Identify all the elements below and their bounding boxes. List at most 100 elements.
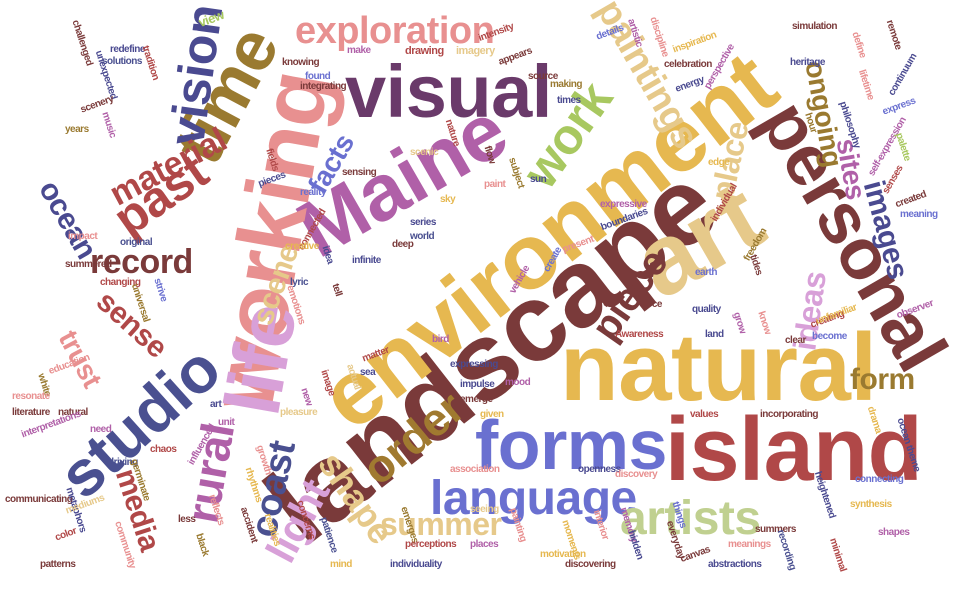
word-strive: strive [151, 276, 170, 303]
word-minimal: minimal [827, 536, 849, 573]
word-discovery: discovery [615, 469, 658, 480]
word-sky: sky [440, 194, 456, 205]
word-emerge: emerge [460, 394, 493, 405]
word-world: world [410, 231, 435, 242]
word-incorporating: incorporating [760, 409, 818, 420]
word-changing: changing [100, 277, 141, 288]
word-less: less [178, 514, 196, 525]
word-meaning: meaning [900, 209, 938, 220]
word-seeing: seeing [470, 504, 499, 515]
word-exploration: exploration [295, 10, 495, 52]
word-original: original [120, 237, 153, 248]
word-perceptions: perceptions [405, 539, 457, 550]
word-sea: sea [360, 367, 376, 378]
word-impact: impact [68, 231, 98, 242]
word-lyric: lyric [290, 277, 309, 288]
word-imagery: imagery [456, 45, 495, 57]
word-challenged: challenged [69, 18, 95, 68]
word-driving: driving [108, 457, 138, 468]
word-places: places [470, 539, 499, 550]
word-drawing: drawing [405, 45, 444, 57]
word-summered: summered [65, 259, 112, 270]
word-pleasure: pleasure [280, 407, 318, 418]
word-scenic: scenic [410, 147, 439, 158]
word-ocean: ocean [32, 175, 103, 265]
word-mind: mind [330, 559, 352, 570]
word-shapes: shapes [878, 527, 910, 538]
word-island: island [665, 400, 923, 500]
word-sun: sun [530, 174, 547, 185]
word-language: language [430, 472, 637, 525]
word-land: land [705, 329, 724, 340]
word-resonate: resonate [12, 391, 50, 402]
word-celebration: celebration [664, 59, 712, 70]
word-quality: quality [692, 304, 721, 315]
word-form: form [850, 363, 915, 396]
word-summer: summer [380, 506, 502, 542]
word-make: make [347, 45, 371, 56]
word-earth: earth [695, 267, 717, 278]
word-communicating: communicating [5, 494, 73, 505]
word-tell: tell [329, 282, 344, 298]
word-natural: natural [560, 314, 877, 421]
word-record: record [90, 243, 193, 281]
word-synthesis: synthesis [850, 499, 892, 510]
word-created: created [893, 188, 928, 211]
word-patterns: patterns [40, 559, 76, 570]
word-creative: creative [285, 241, 319, 252]
word-series: series [410, 217, 436, 228]
word-abstractions: abstractions [708, 559, 762, 570]
word-force: force [640, 299, 662, 310]
word-solutions: solutions [102, 56, 142, 67]
word-edge: edge [708, 157, 730, 168]
word-new: new [298, 386, 315, 408]
word-natural-small: natural [58, 407, 88, 418]
word-years: years [65, 124, 89, 135]
word-impulse: impulse [460, 379, 495, 390]
word-tradition: tradition [139, 44, 161, 82]
word-source: source [528, 71, 558, 82]
word-literature: literature [12, 407, 50, 418]
word-define: define [849, 30, 869, 60]
word-bird: bird [432, 334, 449, 345]
word-sensing: sensing [342, 167, 377, 178]
word-need: need [90, 424, 112, 435]
word-integrating: integrating [300, 81, 347, 92]
word-become: become [812, 331, 847, 342]
word-black: black [193, 532, 211, 558]
word-connecting: connecting [855, 474, 904, 485]
word-values: values [690, 409, 719, 420]
word-association: association [450, 464, 500, 475]
word-openness: openness [578, 464, 621, 475]
word-simulation: simulation [792, 21, 838, 32]
word-found: found [305, 71, 331, 82]
word-individuality: individuality [390, 559, 442, 570]
word-motivation: motivation [540, 549, 586, 560]
word-heritage: heritage [790, 57, 825, 68]
word-art-small: art [210, 399, 222, 410]
word-chaos: chaos [150, 444, 177, 455]
word-making: making [550, 79, 583, 90]
word-senses: senses [880, 163, 906, 196]
word-reality: reality [300, 187, 326, 198]
word-expressive: expressive [600, 199, 647, 210]
word-continuum: continuum [886, 51, 920, 98]
word-deep: deep [392, 239, 414, 250]
word-given: given [480, 409, 504, 420]
word-color: color [53, 525, 79, 544]
word-summers: summers [755, 524, 796, 535]
word-infinite: infinite [352, 255, 381, 266]
word-forms: forms [475, 406, 667, 484]
word-times: times [557, 95, 581, 106]
word-paint: paint [484, 179, 506, 190]
word-Awareness: Awareness [615, 329, 664, 340]
word-expressing: expressing [450, 359, 498, 370]
word-meanings: meanings [728, 539, 771, 550]
word-redefine: redefine [110, 44, 145, 55]
word-clear: clear [785, 335, 806, 346]
word-lifetime: lifetime [855, 68, 877, 102]
word-discovering: discovering [565, 559, 616, 570]
word-unit: unit [218, 417, 235, 428]
word-visual: visual [345, 50, 552, 133]
word-palette: palette [893, 131, 913, 163]
